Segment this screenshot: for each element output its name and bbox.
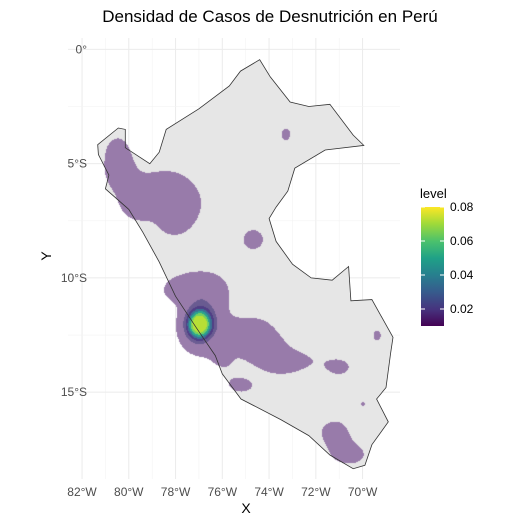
x-tick-label: 78°W bbox=[161, 485, 191, 499]
x-tick-label: 72°W bbox=[301, 485, 331, 499]
y-tick-label: 15°S bbox=[61, 385, 87, 399]
chart-title: Densidad de Casos de Desnutrición en Per… bbox=[102, 7, 437, 26]
x-tick-label: 76°W bbox=[208, 485, 238, 499]
y-axis-label: Y bbox=[38, 251, 54, 261]
x-tick-label: 82°W bbox=[67, 485, 97, 499]
legend-tick-label: 0.08 bbox=[450, 200, 474, 214]
legend-tick-label: 0.04 bbox=[450, 268, 474, 282]
x-axis-label: X bbox=[241, 500, 251, 516]
legend-tick-label: 0.06 bbox=[450, 234, 474, 248]
legend-colorbar bbox=[421, 207, 444, 326]
legend-tick-label: 0.02 bbox=[450, 302, 474, 316]
y-tick-label: 5°S bbox=[68, 157, 87, 171]
density-contour-fill bbox=[68, 38, 400, 479]
legend-ticks: 0.02 0.04 0.06 0.08 bbox=[421, 200, 474, 316]
x-tick-label: 70°W bbox=[348, 485, 378, 499]
legend: level 0.02 0.04 0.06 0.08 bbox=[420, 186, 474, 326]
y-axis-ticks: 0° 5°S 10°S 15°S bbox=[61, 42, 87, 399]
peru-border bbox=[97, 59, 394, 470]
y-tick-label: 0° bbox=[76, 42, 88, 56]
plot-area bbox=[68, 38, 400, 479]
x-tick-label: 80°W bbox=[114, 485, 144, 499]
y-tick-label: 10°S bbox=[61, 271, 87, 285]
x-tick-label: 74°W bbox=[254, 485, 284, 499]
x-axis-ticks: 82°W 80°W 78°W 76°W 74°W 72°W 70°W bbox=[67, 485, 378, 499]
legend-title: level bbox=[420, 186, 447, 201]
